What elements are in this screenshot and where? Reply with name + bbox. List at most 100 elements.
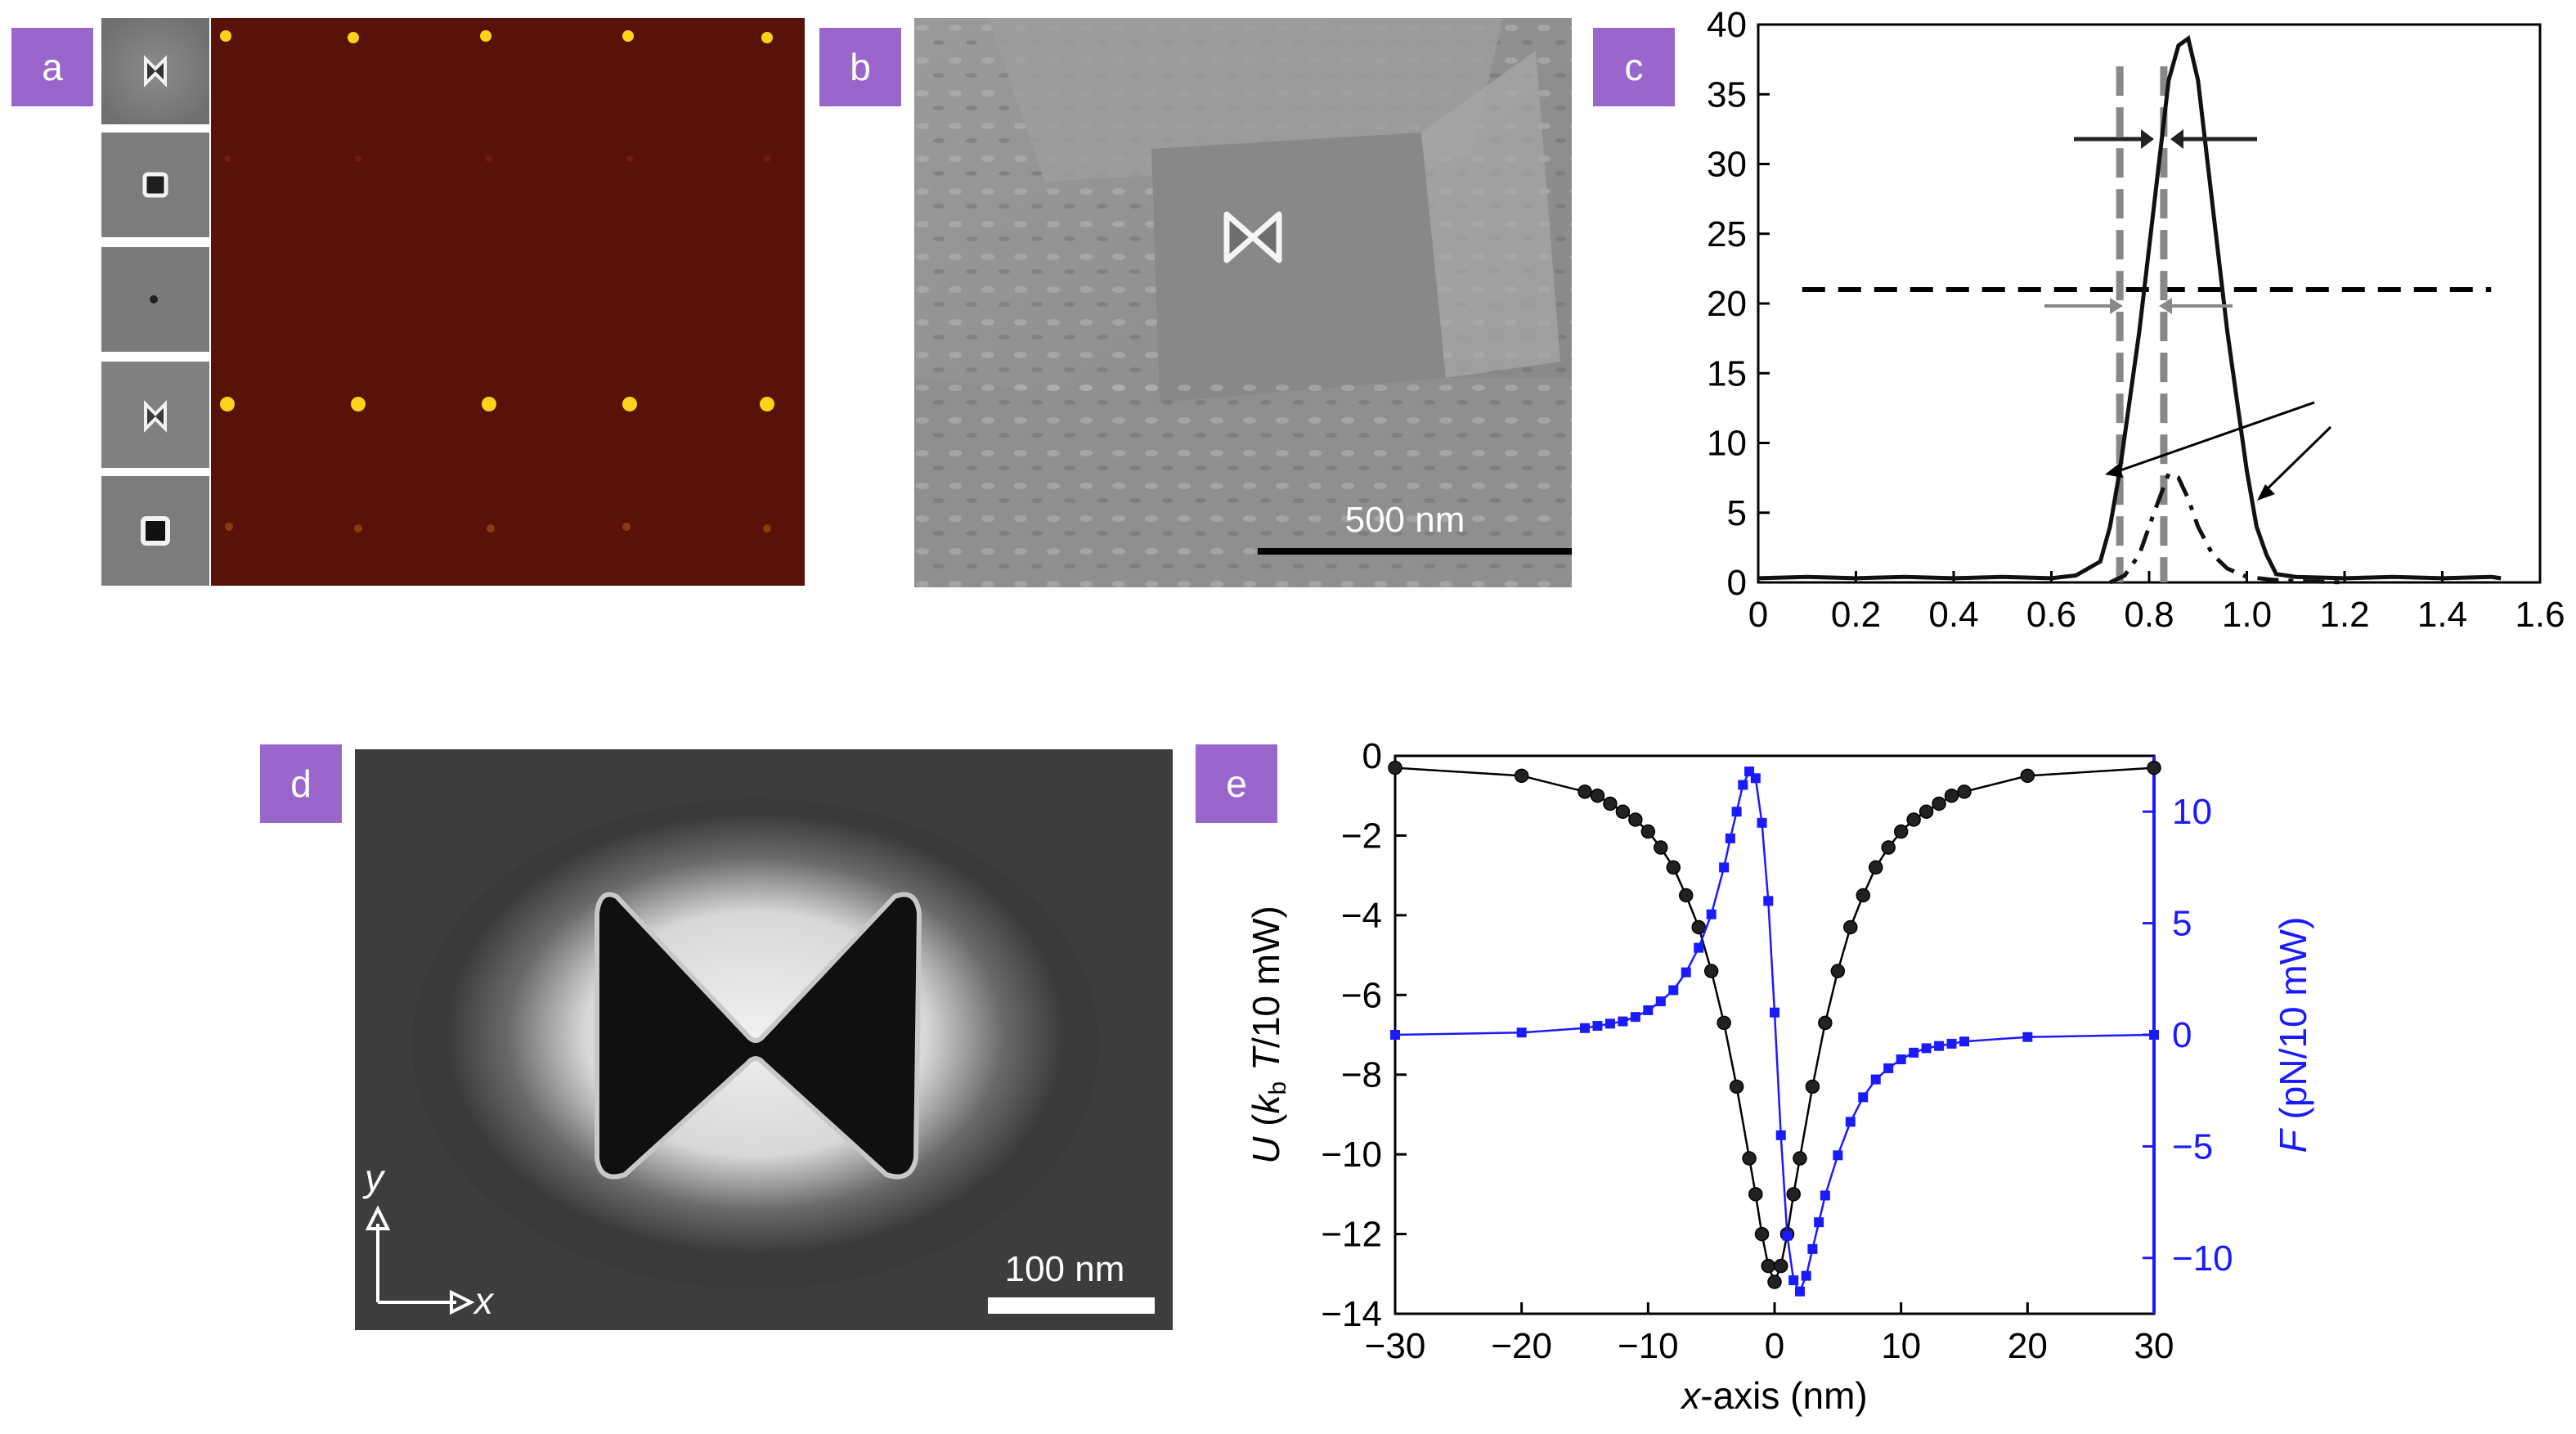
series-U-point <box>1577 784 1592 799</box>
axis-y-label: y <box>362 1157 386 1199</box>
series-F-point <box>1883 1063 1894 1073</box>
e-xtick-label: 30 <box>2134 1326 2174 1366</box>
series-F-point <box>1763 896 1774 906</box>
c-xtick-label: 0.2 <box>1831 595 1881 635</box>
series-F-line <box>1394 769 2155 1294</box>
series-U-point <box>1754 1226 1770 1242</box>
series-F-point <box>2022 1032 2033 1042</box>
e-ylabel-left: U (kb T/10 mW) <box>1245 906 1291 1164</box>
series-F-point <box>1775 1130 1786 1140</box>
bright-spots-row-1 <box>220 30 773 43</box>
series-F-point <box>1921 1043 1932 1054</box>
scale-bar-d <box>988 1297 1155 1314</box>
e-xtick-label: −30 <box>1365 1326 1426 1366</box>
series-F-point <box>1858 1092 1869 1103</box>
heatmap-spots <box>220 30 774 533</box>
series-F-point <box>1820 1190 1830 1201</box>
series-U-point <box>1944 788 1959 803</box>
series-F-point <box>1801 1270 1811 1281</box>
series-U-point <box>1868 860 1883 875</box>
series-U-point <box>1729 1079 1744 1095</box>
series-U-point <box>1388 760 1402 775</box>
c-ytick-label: 5 <box>1727 493 1747 533</box>
panel-e-chart: −30 −20 −10 0 10 20 30 0 −2 −4 −6 −8 −10 −12 −14 10 5 0 −5… <box>1210 728 2331 1430</box>
series-U-point <box>1615 804 1631 819</box>
series-U-point <box>1932 796 1946 811</box>
series-U-point <box>1666 860 1681 875</box>
series-F-point <box>1719 862 1730 873</box>
series-U-point <box>1805 1079 1820 1095</box>
plot-frame-e <box>1393 754 2156 1315</box>
series-U-point <box>1678 888 1694 903</box>
plot-frame-c <box>1757 23 2542 584</box>
series-U-point <box>1786 1187 1801 1202</box>
c-xtick-label: 1.2 <box>2319 595 2369 635</box>
series-F-point <box>1668 985 1679 996</box>
e-ytick-right-label: 0 <box>2172 1015 2192 1055</box>
series-F-point <box>1725 833 1735 843</box>
series-U-point <box>1691 919 1706 935</box>
series-F-point <box>1604 1018 1615 1029</box>
series-F-point <box>1807 1243 1818 1254</box>
potential-force-chart: −30 −20 −10 0 10 20 30 0 −2 −4 −6 −8 −10 −12 −14 10 5 0 −5… <box>1245 736 2314 1417</box>
panel-b-sem-image: 500 nm <box>914 18 1575 587</box>
e-ytick-left-label: −14 <box>1321 1294 1382 1334</box>
series-F-point <box>1934 1041 1945 1051</box>
e-xtick-label: −20 <box>1491 1326 1552 1366</box>
series-U-point <box>1703 964 1719 978</box>
series-F-point <box>1681 967 1691 978</box>
series-U-point <box>1514 768 1529 784</box>
panel-c-label: c <box>1593 28 1675 106</box>
c-xtick-label: 1.4 <box>2417 595 2467 635</box>
panel-a <box>101 18 805 587</box>
panel-d-sem-image: y x 100 nm <box>355 749 1173 1330</box>
scale-label-b: 500 nm <box>1345 500 1465 540</box>
c-ytick-label: 25 <box>1707 214 1747 254</box>
thumb-square-1 <box>101 133 209 237</box>
c-ytick-label: 30 <box>1707 145 1747 185</box>
e-xtick-label: −10 <box>1618 1326 1679 1366</box>
c-ytick-label: 35 <box>1707 74 1747 115</box>
panel-e-label: e <box>1196 744 1277 823</box>
faint-spots-row-2 <box>224 155 770 162</box>
fluorescence-heatmap <box>211 18 805 586</box>
bowtie-aperture <box>1223 211 1282 263</box>
e-ytick-left-label: −12 <box>1321 1215 1382 1255</box>
series-U-point <box>1881 840 1896 855</box>
series-F-point <box>1516 1027 1527 1038</box>
c-xtick-label: 0.8 <box>2124 595 2174 635</box>
series-U-point <box>1603 796 1618 811</box>
series-U-point <box>1717 1015 1731 1031</box>
c-xtick-label: 1.0 <box>2222 595 2272 635</box>
c-ytick-label: 40 <box>1707 5 1747 45</box>
c-ytick-label: 0 <box>1727 563 1747 603</box>
series-U-point <box>1742 1151 1757 1166</box>
series-F-point <box>1592 1021 1603 1032</box>
series-F-point <box>2149 1030 2159 1040</box>
series-F-point <box>1731 807 1742 817</box>
series-U-point <box>1654 840 1668 855</box>
series-F-point <box>1794 1286 1805 1297</box>
series-U-point <box>1748 1187 1763 1202</box>
series-F-point <box>1390 1030 1400 1040</box>
e-ytick-left-label: 0 <box>1362 736 1382 776</box>
e-ytick-right-label: 10 <box>2172 792 2212 832</box>
series-F-point <box>1959 1036 1969 1047</box>
e-ytick-left-label: −10 <box>1321 1135 1382 1175</box>
series-F-point <box>1782 1230 1793 1241</box>
e-xtick-label: 10 <box>1881 1326 1921 1366</box>
dim-spots-row-5 <box>225 523 771 533</box>
bright-spots-row-4 <box>220 397 774 411</box>
series-U-point <box>1628 812 1643 827</box>
scale-label-d: 100 nm <box>1005 1249 1125 1289</box>
thumb-bowtie-2 <box>101 362 209 468</box>
series-F-point <box>1757 817 1767 828</box>
c-xtick-label: 0.6 <box>2026 595 2076 635</box>
series-U-point <box>1856 888 1871 903</box>
series-F-point <box>1655 996 1666 1007</box>
series-U-point <box>1919 804 1934 819</box>
series-U-point <box>1773 1258 1788 1274</box>
series-F-point <box>1580 1023 1590 1033</box>
series-U-point <box>1830 964 1846 978</box>
series-F-point <box>1845 1117 1856 1127</box>
